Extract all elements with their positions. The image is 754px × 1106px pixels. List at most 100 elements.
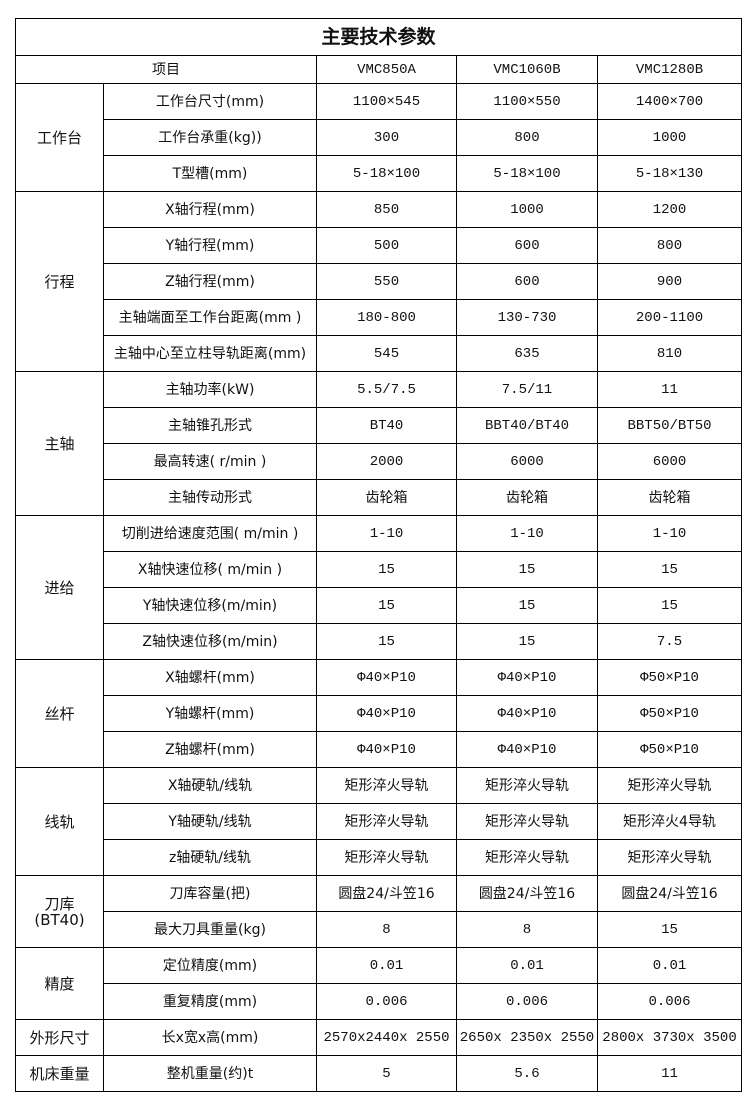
table-row: 最大刀具重量(kg) 8 8 15 bbox=[16, 911, 743, 948]
param-name: 最高转速( r/min ) bbox=[103, 443, 317, 480]
table-row: Y轴硬轨/线轨 矩形淬火导轨 矩形淬火导轨 矩形淬火4导轨 bbox=[16, 803, 743, 840]
param-value: 7.5 bbox=[596, 623, 743, 660]
table-row: 进给 切削进给速度范围( m/min ) 1-10 1-10 1-10 bbox=[15, 515, 743, 660]
param-name: Y轴硬轨/线轨 bbox=[103, 803, 317, 840]
table-row: 主轴中心至立柱导轨距离(mm) 545 635 810 bbox=[16, 335, 743, 372]
param-name: Y轴快速位移(m/min) bbox=[103, 587, 317, 624]
table-row: Z轴螺杆(mm) Φ40×P10 Φ40×P10 Φ50×P10 bbox=[16, 731, 743, 768]
table-row: Y轴行程(mm) 500 600 800 bbox=[16, 227, 743, 264]
param-name: X轴快速位移( m/min ) bbox=[103, 551, 317, 588]
group-label: 外形尺寸 bbox=[15, 1019, 104, 1056]
param-value: 齿轮箱 bbox=[456, 479, 598, 516]
param-value: BBT40/BT40 bbox=[456, 407, 598, 444]
param-value: 7.5/11 bbox=[456, 371, 598, 408]
param-name: 重复精度(mm) bbox=[103, 983, 317, 1020]
param-name: X轴螺杆(mm) bbox=[103, 659, 317, 696]
group-label: 进给 bbox=[15, 515, 104, 660]
param-name: 刀库容量(把) bbox=[103, 875, 317, 912]
group-label: 机床重量 bbox=[15, 1055, 104, 1092]
table-row: 主轴传动形式 齿轮箱 齿轮箱 齿轮箱 bbox=[16, 479, 743, 516]
param-value: 11 bbox=[596, 371, 743, 408]
param-value: 1200 bbox=[596, 191, 743, 228]
param-value: 5.5/7.5 bbox=[316, 371, 457, 408]
table-row: Y轴快速位移(m/min) 15 15 15 bbox=[16, 587, 743, 624]
param-name: X轴行程(mm) bbox=[103, 191, 317, 228]
param-value: 1000 bbox=[596, 119, 743, 156]
param-value: 矩形淬火导轨 bbox=[316, 767, 457, 804]
table-row: 刀库 (BT40) 刀库容量(把) 圆盘24/斗笠16 圆盘24/斗笠16 圆盘24/斗… bbox=[15, 875, 743, 948]
param-value: 2570x2440x 2550 bbox=[316, 1019, 457, 1056]
param-value: 1-10 bbox=[596, 515, 743, 552]
table-row: Z轴快速位移(m/min) 15 15 7.5 bbox=[16, 623, 743, 660]
param-value: 15 bbox=[456, 551, 598, 588]
param-value: 15 bbox=[596, 911, 743, 948]
param-value: Φ50×P10 bbox=[596, 695, 743, 732]
param-name: 定位精度(mm) bbox=[103, 947, 317, 984]
param-value: 600 bbox=[456, 263, 598, 300]
param-value: 0.006 bbox=[596, 983, 743, 1020]
param-value: 矩形淬火导轨 bbox=[596, 839, 743, 876]
param-value: 545 bbox=[316, 335, 457, 372]
param-name: 最大刀具重量(kg) bbox=[103, 911, 317, 948]
table-row: 外形尺寸 长x宽x高(mm) 2570x2440x 2550 2650x 2350x … bbox=[15, 1019, 743, 1056]
param-value: 齿轮箱 bbox=[316, 479, 457, 516]
table-row: 主轴锥孔形式 BT40 BBT40/BT40 BBT50/BT50 bbox=[16, 407, 743, 444]
param-value: 15 bbox=[316, 551, 457, 588]
group-label: 工作台 bbox=[15, 83, 104, 192]
param-name: Y轴行程(mm) bbox=[103, 227, 317, 264]
param-value: 1400×700 bbox=[596, 83, 743, 120]
param-value: 810 bbox=[596, 335, 743, 372]
param-value: 15 bbox=[316, 623, 457, 660]
table-row: 工作台 工作台尺寸(mm) 1100×545 1100×550 1400×700 bbox=[15, 83, 743, 192]
param-value: 圆盘24/斗笠16 bbox=[316, 875, 457, 912]
param-value: 15 bbox=[596, 551, 743, 588]
group-label: 精度 bbox=[15, 947, 104, 1020]
param-value: 5.6 bbox=[456, 1055, 598, 1092]
param-name: 整机重量(约)t bbox=[103, 1055, 317, 1092]
param-value: Φ40×P10 bbox=[316, 695, 457, 732]
param-value: 600 bbox=[456, 227, 598, 264]
param-value: Φ40×P10 bbox=[456, 695, 598, 732]
param-value: 0.006 bbox=[456, 983, 598, 1020]
param-value: BT40 bbox=[316, 407, 457, 444]
param-value: 15 bbox=[316, 587, 457, 624]
param-value: 矩形淬火导轨 bbox=[596, 767, 743, 804]
param-value: 5-18×100 bbox=[316, 155, 457, 192]
table-row: 主轴端面至工作台距离(mm ) 180-800 130-730 200-1100 bbox=[16, 299, 743, 336]
param-value: 500 bbox=[316, 227, 457, 264]
param-value: Φ50×P10 bbox=[596, 659, 743, 696]
table-row: T型槽(mm) 5-18×100 5-18×100 5-18×130 bbox=[16, 155, 743, 192]
param-value: 矩形淬火4导轨 bbox=[596, 803, 743, 840]
table-row: 主轴 主轴功率(kW) 5.5/7.5 7.5/11 11 bbox=[15, 371, 743, 516]
param-value: 齿轮箱 bbox=[596, 479, 743, 516]
param-name: 主轴功率(kW) bbox=[103, 371, 317, 408]
param-value: 5-18×130 bbox=[596, 155, 743, 192]
param-name: 主轴传动形式 bbox=[103, 479, 317, 516]
table-row: 精度 定位精度(mm) 0.01 0.01 0.01 bbox=[15, 947, 743, 1020]
table-row: 行程 X轴行程(mm) 850 1000 1200 bbox=[15, 191, 743, 372]
param-value: 15 bbox=[456, 587, 598, 624]
param-value: 矩形淬火导轨 bbox=[456, 767, 598, 804]
param-name: 工作台尺寸(mm) bbox=[103, 83, 317, 120]
param-value: 矩形淬火导轨 bbox=[456, 839, 598, 876]
param-value: 0.01 bbox=[596, 947, 743, 984]
header-model: VMC850A bbox=[316, 55, 457, 84]
group-label: 刀库 (BT40) bbox=[15, 875, 104, 948]
param-value: 11 bbox=[596, 1055, 743, 1092]
param-value: 1100×545 bbox=[316, 83, 457, 120]
param-value: 0.006 bbox=[316, 983, 457, 1020]
param-value: 圆盘24/斗笠16 bbox=[596, 875, 743, 912]
param-value: 1000 bbox=[456, 191, 598, 228]
table-row: z轴硬轨/线轨 矩形淬火导轨 矩形淬火导轨 矩形淬火导轨 bbox=[16, 839, 743, 876]
header-model: VMC1280B bbox=[596, 55, 743, 84]
param-value: 矩形淬火导轨 bbox=[456, 803, 598, 840]
param-value: Φ40×P10 bbox=[316, 659, 457, 696]
param-value: 5 bbox=[316, 1055, 457, 1092]
param-name: T型槽(mm) bbox=[103, 155, 317, 192]
param-value: 850 bbox=[316, 191, 457, 228]
param-value: 圆盘24/斗笠16 bbox=[456, 875, 598, 912]
param-value: 900 bbox=[596, 263, 743, 300]
table-row: Z轴行程(mm) 550 600 900 bbox=[16, 263, 743, 300]
param-value: 300 bbox=[316, 119, 457, 156]
param-value: 0.01 bbox=[456, 947, 598, 984]
